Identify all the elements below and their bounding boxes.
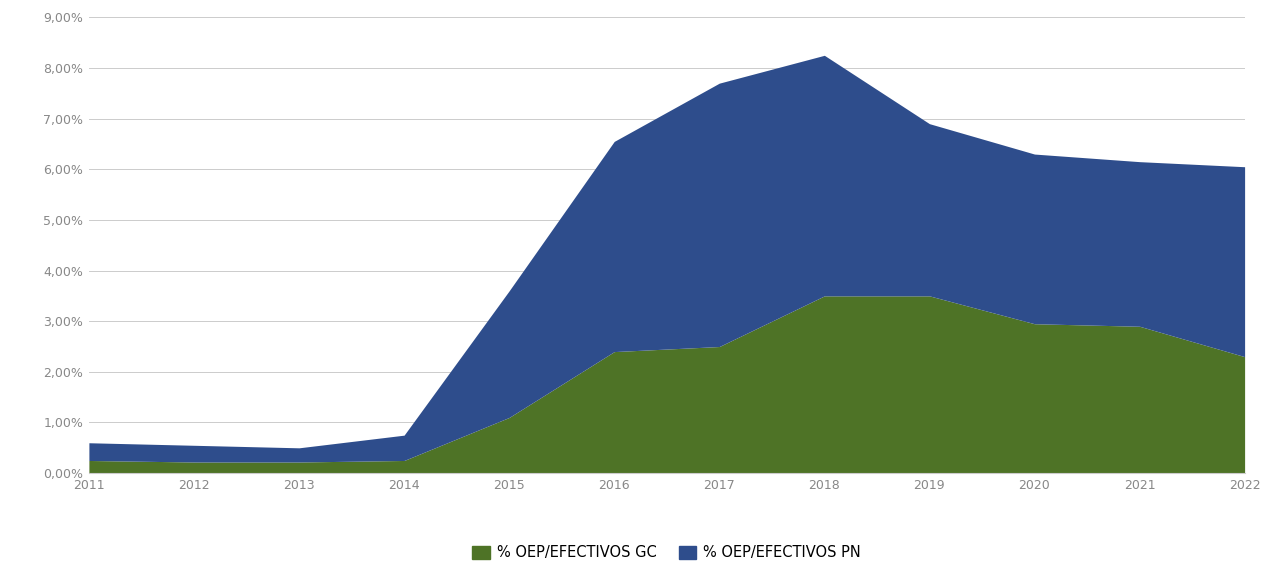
Legend: % OEP/EFECTIVOS GC, % OEP/EFECTIVOS PN: % OEP/EFECTIVOS GC, % OEP/EFECTIVOS PN <box>466 539 867 566</box>
